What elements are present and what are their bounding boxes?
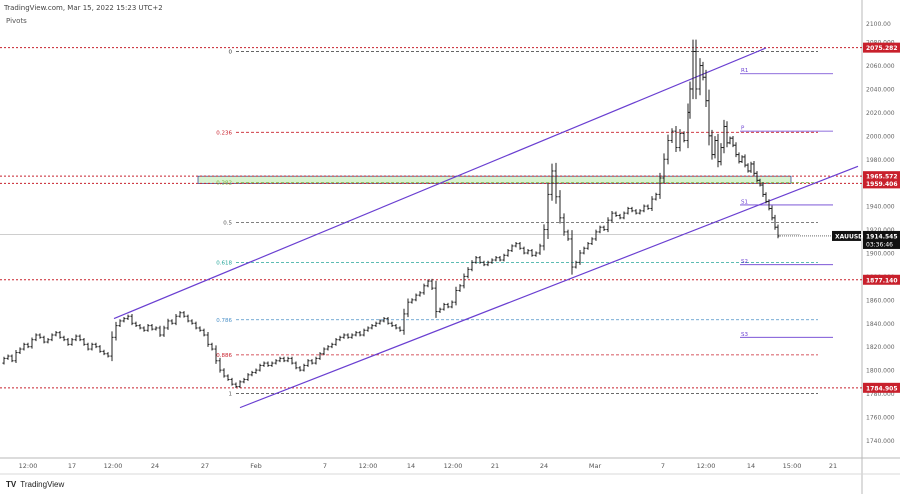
pivot-level-label: S1 — [741, 199, 748, 205]
x-tick-label: 14 — [407, 462, 415, 470]
last-price-label: 1914.545 — [866, 233, 898, 240]
y-tick-label: 1940.000 — [866, 204, 895, 211]
indicator-label: Pivots — [6, 17, 27, 25]
tradingview-logo-icon: TV — [6, 480, 17, 489]
chart-header: TradingView.com, Mar 15, 2022 15:23 UTC+… — [4, 4, 163, 12]
x-tick-label: 27 — [201, 462, 209, 470]
pivot-level-label: P — [741, 126, 745, 132]
red-level-tag — [863, 382, 900, 393]
symbol-tag — [832, 230, 861, 241]
y-tick-label: 1780.000 — [866, 391, 895, 398]
brand-label: TradingView — [20, 480, 65, 489]
red-level-label: 2075.282 — [866, 45, 898, 52]
y-tick-label: 1920.000 — [866, 227, 895, 234]
x-tick-label: 12:00 — [359, 462, 378, 470]
x-tick-label: 24 — [540, 462, 548, 470]
fib-level-label: 0.5 — [223, 221, 232, 227]
y-tick-label: 2060.000 — [866, 63, 895, 70]
pivot-level-label: S2 — [741, 259, 748, 265]
x-tick-label: Mar — [589, 462, 602, 470]
fib-level-label: 0.382 — [216, 181, 232, 187]
pivot-level-label: S3 — [741, 332, 748, 338]
fib-level-label: 0.786 — [216, 318, 232, 324]
y-tick-label: 1800.000 — [866, 368, 895, 375]
fib-level-label: 0.618 — [216, 260, 232, 266]
x-tick-label: 12:00 — [444, 462, 463, 470]
red-level-tag — [863, 171, 900, 182]
red-level-tag — [863, 178, 900, 189]
x-tick-label: 14 — [747, 462, 755, 470]
y-tick-label: 1900.000 — [866, 250, 895, 257]
y-tick-label: 1980.000 — [866, 157, 895, 164]
symbol-label: XAUUSD — [835, 233, 863, 240]
y-tick-label: 2000.000 — [866, 133, 895, 140]
x-tick-label: Feb — [250, 462, 262, 470]
channel-lower-line — [239, 165, 859, 409]
x-tick-label: 17 — [68, 462, 76, 470]
fib-level-label: 0.886 — [216, 353, 232, 359]
x-tick-label: 15:00 — [783, 462, 802, 470]
countdown-label: 03:36:46 — [866, 241, 893, 248]
fib-level-label: 0.236 — [216, 130, 232, 136]
brand: TV TradingView — [6, 480, 64, 489]
red-level-label: 1877.140 — [866, 277, 898, 284]
last-price-tag — [863, 230, 900, 249]
x-tick-label: 24 — [151, 462, 159, 470]
red-level-label: 1959.406 — [866, 181, 898, 188]
x-tick-label: 12:00 — [697, 462, 716, 470]
fib-level-label: 1 — [229, 392, 233, 398]
y-tick-label: 1820.000 — [866, 344, 895, 351]
x-tick-label: 21 — [491, 462, 499, 470]
red-level-tag — [863, 42, 900, 53]
fib-level-label: 0 — [229, 49, 233, 55]
x-tick-label: 12:00 — [19, 462, 38, 470]
red-level-label: 1784.905 — [866, 385, 898, 392]
y-tick-label: 1840.000 — [866, 321, 895, 328]
channel-upper-line — [113, 47, 767, 320]
x-tick-label: 21 — [829, 462, 837, 470]
pivot-level-label: R1 — [741, 68, 748, 74]
header-text: TradingView.com, Mar 15, 2022 15:23 UTC+… — [4, 4, 163, 12]
y-tick-label: 2040.000 — [866, 86, 895, 93]
y-tick-label: 1740.000 — [866, 438, 895, 445]
y-tick-label: 1860.000 — [866, 297, 895, 304]
x-tick-label: 12:00 — [104, 462, 123, 470]
x-tick-label: 7 — [323, 462, 327, 470]
x-tick-label: 7 — [661, 462, 665, 470]
y-tick-label: 2020.000 — [866, 110, 895, 117]
y-tick-label: 1760.000 — [866, 414, 895, 421]
resistance-zone — [197, 175, 792, 184]
red-level-tag — [863, 274, 900, 285]
red-level-label: 1965.572 — [866, 174, 898, 181]
y-axis-top-label: 2100.00 — [866, 21, 891, 28]
